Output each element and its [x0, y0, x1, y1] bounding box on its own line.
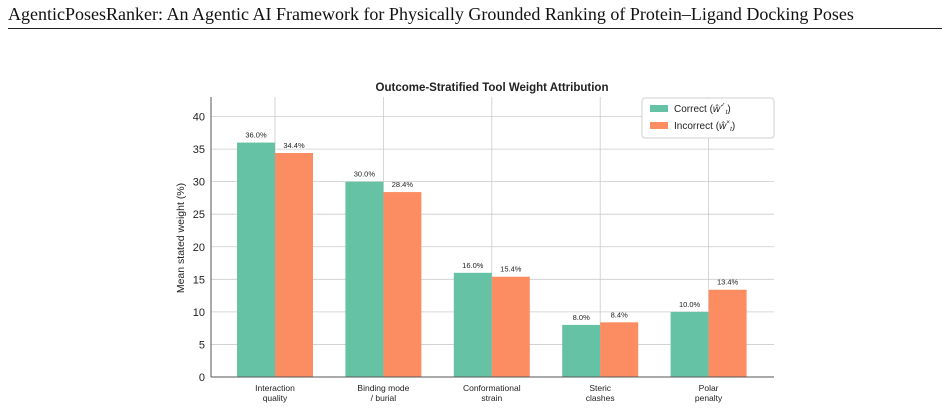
y-tick-label: 30: [193, 177, 205, 189]
bars: [237, 142, 747, 377]
x-tick-label: Interaction quality: [255, 383, 295, 403]
legend-symbol-incorrect: ŵ: [719, 121, 727, 132]
bar-correct: [237, 142, 275, 377]
legend-box: [641, 97, 775, 139]
x-tick-label-line: Conformational: [463, 383, 521, 393]
x-tick-label: Polar penalty: [695, 383, 723, 403]
x-tick-label-line: Interaction: [255, 383, 295, 393]
axes: [210, 97, 774, 378]
y-tick-label: 5: [199, 339, 205, 351]
legend-name-correct: Correct: [674, 104, 707, 115]
y-axis-ticks: 0 5 10 15 20 25 30 35 40: [193, 112, 205, 384]
legend-swatch-incorrect: [650, 122, 668, 129]
y-tick-label: 40: [193, 112, 205, 124]
y-tick-label: 15: [193, 274, 205, 286]
bar-value-label: 28.4%: [392, 180, 414, 189]
x-tick-label-line: Steric: [589, 383, 611, 393]
bar-value-label: 13.4%: [717, 278, 739, 287]
legend-sup-correct: ✓: [720, 102, 725, 109]
x-tick-label-line: Polar: [699, 383, 719, 393]
bar-correct: [562, 324, 601, 377]
bar-correct: [670, 311, 709, 377]
y-tick-label: 35: [193, 144, 205, 156]
x-tick-label-line: / burial: [371, 393, 397, 403]
legend-swatch-correct: [650, 105, 668, 112]
x-axis-ticks: Interaction quality Binding mode / burial Co…: [255, 383, 723, 403]
legend-name-incorrect: Incorrect: [674, 121, 713, 132]
bar-value-label: 34.4%: [283, 141, 305, 150]
paper-running-title: AgenticPosesRanker: An Agentic AI Framew…: [8, 4, 942, 29]
bar-incorrect: [600, 322, 639, 377]
legend: Correct (ŵ✓t) Incorrect (ŵ×t): [641, 97, 775, 139]
bar-incorrect: [491, 276, 530, 377]
y-tick-label: 20: [193, 242, 205, 254]
bar-correct: [453, 272, 492, 377]
bar-value-label: 8.0%: [573, 313, 590, 322]
x-tick-label-line: penalty: [695, 393, 723, 403]
bar-correct: [345, 181, 384, 377]
bar-value-label: 30.0%: [354, 170, 376, 179]
bar-value-label: 16.0%: [462, 261, 484, 270]
x-tick-label: Steric clashes: [586, 383, 615, 403]
x-tick-label-line: Binding mode: [357, 383, 409, 393]
bar-value-label: 15.4%: [500, 265, 522, 274]
x-tick-label: Binding mode / burial: [357, 383, 409, 403]
bar-value-label: 36.0%: [245, 131, 267, 140]
bar-value-label: 8.4%: [611, 310, 628, 319]
x-tick-label-line: strain: [481, 393, 502, 403]
chart-title: Outcome-Stratified Tool Weight Attributi…: [376, 82, 609, 94]
x-tick-label-line: quality: [263, 393, 288, 403]
bar-incorrect: [708, 289, 747, 377]
legend-sup-incorrect: ×: [726, 119, 730, 126]
legend-entry-incorrect: Incorrect (ŵ×t): [674, 119, 735, 133]
y-axis-label: Mean stated weight (%): [175, 183, 187, 293]
bar-value-label: 10.0%: [679, 300, 701, 309]
y-tick-label: 10: [193, 307, 205, 319]
bar-incorrect: [383, 192, 422, 377]
x-tick-label: Conformational strain: [463, 383, 521, 403]
bar-incorrect: [275, 153, 313, 377]
y-tick-label: 0: [199, 372, 205, 384]
y-tick-label: 25: [193, 209, 205, 221]
bar-value-labels: 36.0% 30.0% 16.0% 8.0% 10.0% 34.4% 28.4% 15.4% 8…: [245, 131, 738, 322]
legend-symbol-correct: ŵ: [713, 104, 721, 115]
legend-entry-correct: Correct (ŵ✓t): [674, 102, 731, 116]
x-tick-label-line: clashes: [586, 393, 615, 403]
